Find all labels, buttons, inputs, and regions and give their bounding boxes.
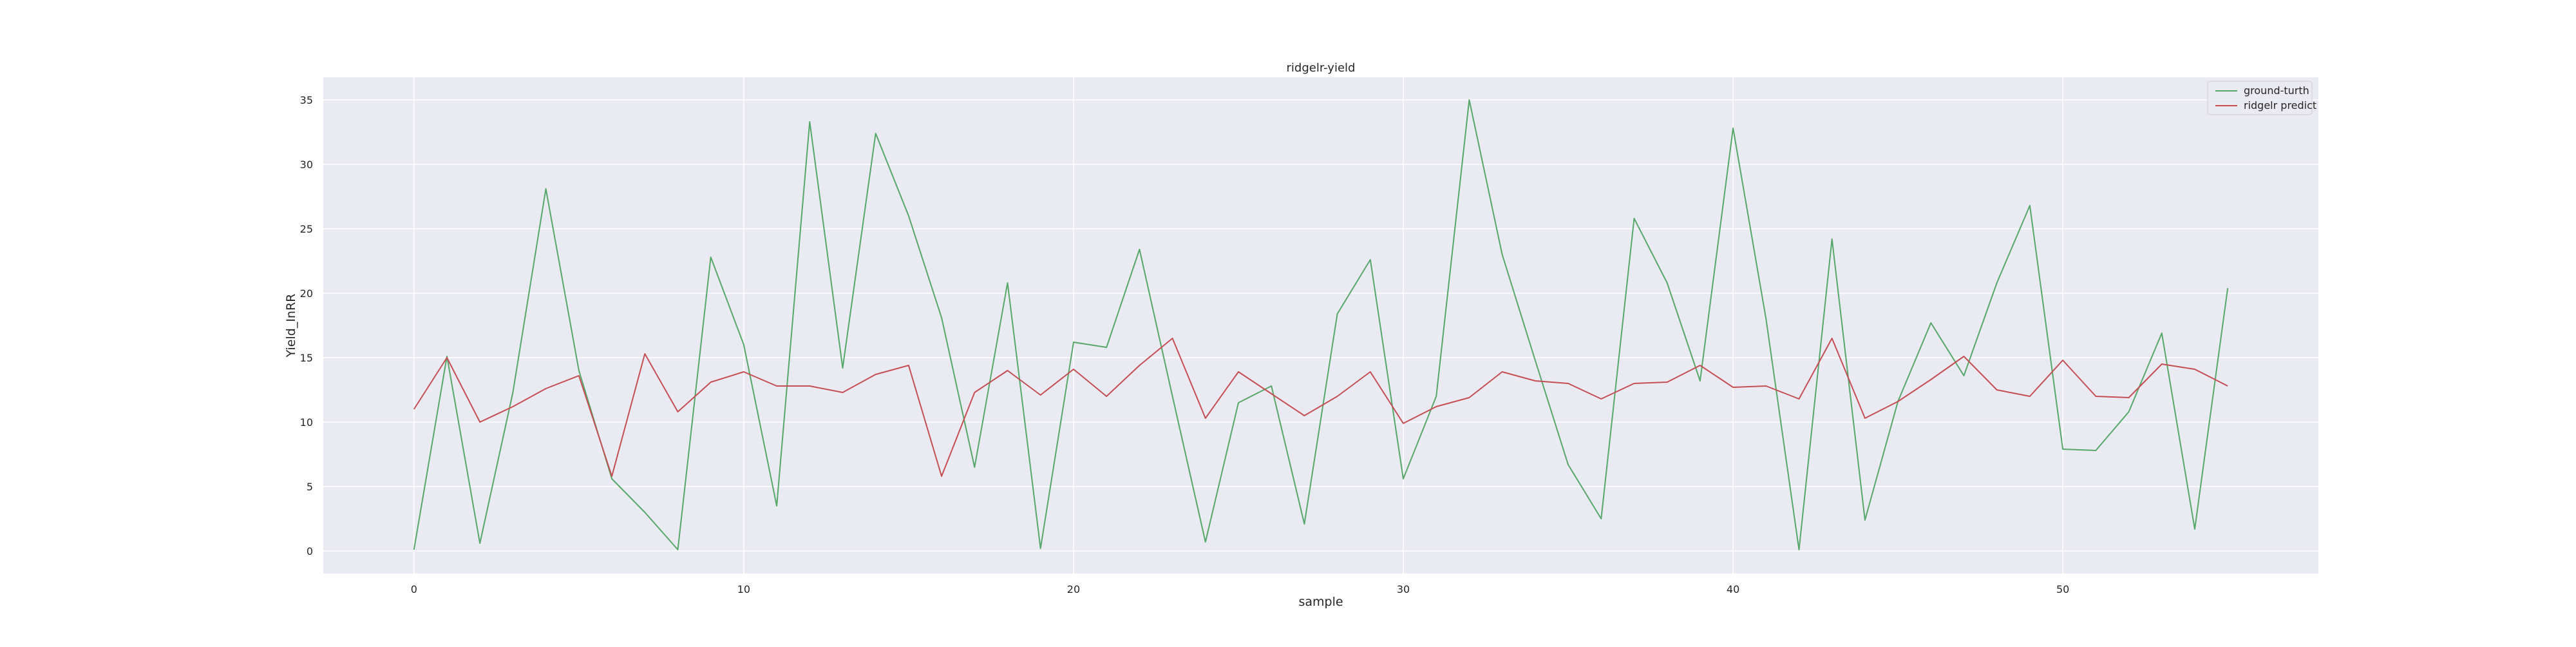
- legend[interactable]: ground-turth ridgelr predict: [2207, 81, 2316, 115]
- y-tick-label: 35: [300, 94, 313, 106]
- x-tick-labels: 0 10 20 30 40 50: [411, 583, 2070, 595]
- y-tick-labels: 0 5 10 15 20 25 30 35: [300, 94, 313, 557]
- plot-area: [323, 77, 2318, 574]
- series-line-ridgelr-predict: [413, 338, 2228, 477]
- x-tick-label: 0: [411, 583, 417, 595]
- x-tick-label: 30: [1397, 583, 1410, 595]
- x-gridlines: [413, 77, 2063, 574]
- chart-title: ridgelr-yield: [1287, 61, 1356, 75]
- legend-label-ridgelr-predict: ridgelr predict: [2244, 99, 2316, 111]
- y-tick-label: 20: [300, 287, 313, 300]
- series-lines: [413, 99, 2229, 550]
- y-tick-label: 0: [307, 545, 313, 557]
- legend-label-ground-turth: ground-turth: [2244, 84, 2309, 97]
- y-tick-label: 15: [300, 352, 313, 364]
- y-axis-label: Yield_InRR: [284, 294, 298, 358]
- x-tick-label: 50: [2056, 583, 2069, 595]
- y-tick-label: 5: [307, 481, 313, 493]
- x-tick-label: 10: [737, 583, 750, 595]
- x-tick-label: 40: [1727, 583, 1739, 595]
- y-tick-label: 30: [300, 159, 313, 171]
- y-tick-label: 25: [300, 223, 313, 235]
- series-line-ground-turth: [413, 99, 2229, 550]
- y-tick-label: 10: [300, 416, 313, 429]
- x-tick-label: 20: [1067, 583, 1080, 595]
- x-axis-label: sample: [1298, 595, 1343, 609]
